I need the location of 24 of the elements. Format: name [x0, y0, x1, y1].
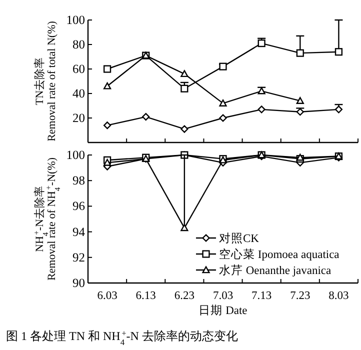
y-tick-label: 94 [72, 224, 86, 239]
y-tick-label: 20 [72, 111, 85, 125]
y-tick-label: 90 [72, 276, 85, 290]
y-tick-label: 40 [72, 86, 85, 100]
y-tick-label: 60 [72, 62, 85, 76]
y-tick-label: 96 [72, 199, 85, 214]
x-axis-title: 日期 Date [198, 304, 248, 317]
y-tick-label: 92 [72, 250, 85, 264]
x-tick-label: 8.03 [328, 290, 350, 302]
caption: 图 1 各处理 TN 和 NH$_{4}$$^{+}$-N 去除率的动态变化 [6, 328, 238, 346]
legend-label: 空心菜 Ipomoea aquatica [219, 247, 340, 261]
y-tick-label: 80 [72, 38, 85, 52]
x-tick-label: 7.13 [252, 290, 272, 302]
x-tick-label: 6.13 [136, 290, 156, 302]
legend-label: 水芹 Oenanthe javanica [219, 264, 332, 277]
y-tick-label: 100 [66, 13, 85, 27]
x-tick-label: 6.23 [174, 290, 195, 302]
y-axis-title: TN去除率 Removal rate of total N(%) [33, 20, 58, 142]
x-tick-label: 7.23 [290, 290, 310, 302]
y-tick-label: 100 [66, 148, 85, 162]
y-tick-label: 98 [72, 174, 85, 188]
x-tick-label: 7.03 [212, 290, 234, 302]
x-tick-label: 6.03 [97, 290, 118, 302]
legend-label: 对照CK [219, 232, 260, 245]
